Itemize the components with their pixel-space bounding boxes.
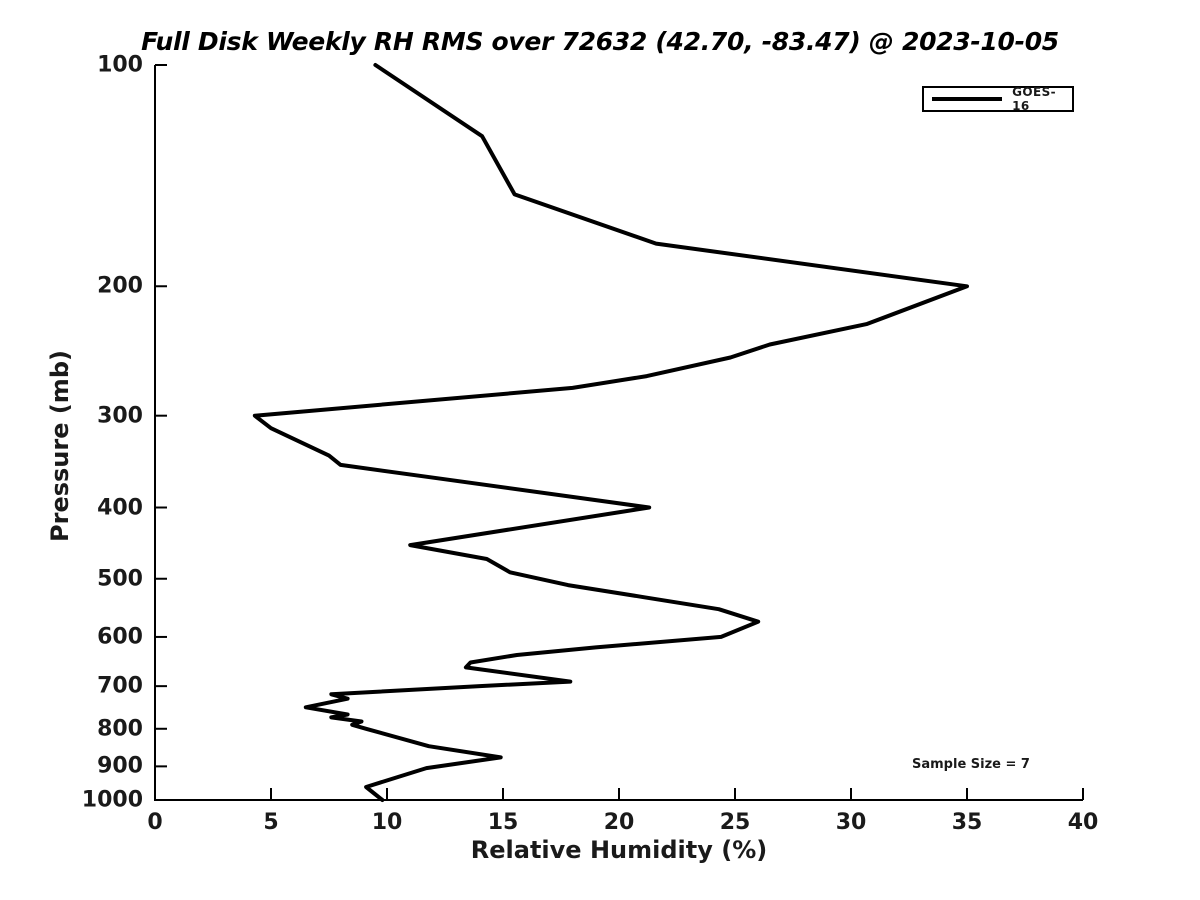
x-axis-ticks bbox=[154, 788, 1084, 800]
x-tick-label: 40 bbox=[1067, 810, 1099, 835]
y-tick-label: 700 bbox=[97, 673, 143, 699]
x-tick-label: 0 bbox=[147, 810, 163, 835]
legend-label-goes-16: GOES-16 bbox=[1012, 85, 1057, 113]
x-tick-label: 20 bbox=[603, 810, 635, 835]
x-tick-label: 5 bbox=[263, 810, 279, 835]
y-tick-label: 200 bbox=[97, 273, 143, 299]
y-tick-label: 800 bbox=[97, 716, 143, 742]
x-tick-label: 30 bbox=[835, 810, 867, 835]
legend-line-swatch bbox=[932, 97, 1003, 101]
sample-size-annotation: Sample Size = 7 bbox=[912, 757, 1030, 772]
y-tick-label: 900 bbox=[97, 753, 143, 779]
x-axis-label: Relative Humidity (%) bbox=[470, 836, 768, 864]
y-axis-label: Pressure (mb) bbox=[46, 350, 74, 542]
x-tick-label: 15 bbox=[487, 810, 519, 835]
y-tick-label: 300 bbox=[97, 403, 143, 429]
y-tick-label: 400 bbox=[97, 495, 143, 520]
y-axis-ticks bbox=[155, 64, 167, 801]
page-title: Full Disk Weekly RH RMS over 72632 (42.7… bbox=[141, 27, 1059, 56]
y-tick-label: 500 bbox=[97, 566, 143, 592]
y-tick-label: 100 bbox=[97, 52, 143, 78]
legend: GOES-16 bbox=[922, 85, 1074, 113]
y-tick-label: 1000 bbox=[81, 787, 143, 813]
x-tick-label: 25 bbox=[719, 810, 751, 835]
x-tick-label: 35 bbox=[951, 810, 983, 835]
y-tick-label: 600 bbox=[97, 624, 143, 650]
x-tick-label: 10 bbox=[371, 810, 403, 835]
data-series-goes-16 bbox=[252, 63, 969, 802]
axis-frame bbox=[154, 65, 1083, 801]
